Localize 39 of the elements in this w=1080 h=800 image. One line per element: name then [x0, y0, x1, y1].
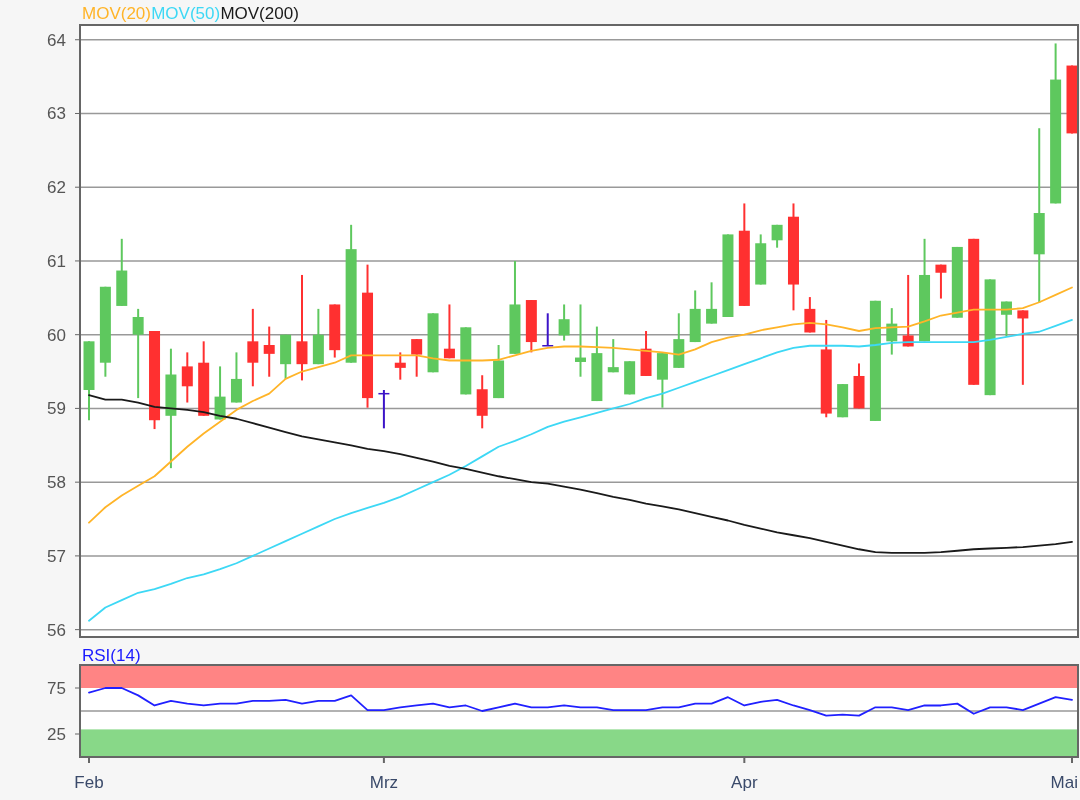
- candlestick: [935, 263, 947, 300]
- y-tick-label: 63: [47, 104, 66, 124]
- y-tick-label: 61: [47, 251, 66, 271]
- y-tick-label: 59: [47, 399, 66, 419]
- line-series: [88, 394, 1073, 554]
- y-tick-label: 57: [47, 546, 66, 566]
- candlestick: [296, 273, 308, 382]
- candlestick: [575, 303, 586, 378]
- candlestick: [443, 303, 455, 360]
- candlestick: [247, 307, 259, 388]
- chart-title: RSI(14): [82, 646, 141, 665]
- y-tick-label: 64: [47, 30, 66, 50]
- candlestick: [1017, 309, 1029, 386]
- line-series: [88, 687, 1073, 717]
- x-tick-label: Mai: [1050, 773, 1078, 792]
- candlestick: [263, 325, 275, 378]
- text: MOV(50): [151, 4, 221, 23]
- text: MOV(200): [220, 4, 299, 23]
- x-tick-label: Mrz: [369, 773, 399, 792]
- candlestick: [706, 281, 718, 325]
- candlestick: [558, 303, 570, 342]
- candlestick: [394, 351, 406, 381]
- candlestick: [607, 338, 619, 374]
- text: MOV(20): [82, 4, 151, 23]
- x-tick-label: Feb: [74, 773, 104, 792]
- y-tick-label: 75: [47, 678, 66, 698]
- candlestick: [230, 351, 242, 404]
- candlestick: [542, 312, 554, 347]
- y-tick-label: 60: [47, 325, 66, 345]
- line-series: [88, 286, 1073, 524]
- y-tick-label: 56: [47, 620, 66, 640]
- y-tick-label: 62: [47, 178, 66, 198]
- x-tick-label: Apr: [731, 773, 758, 792]
- y-tick-label: 58: [47, 473, 66, 493]
- line-series: [88, 319, 1073, 622]
- candlestick: [181, 351, 193, 404]
- candlestick: [411, 338, 423, 378]
- y-tick-label: 25: [47, 724, 66, 744]
- candlestick: [132, 307, 144, 400]
